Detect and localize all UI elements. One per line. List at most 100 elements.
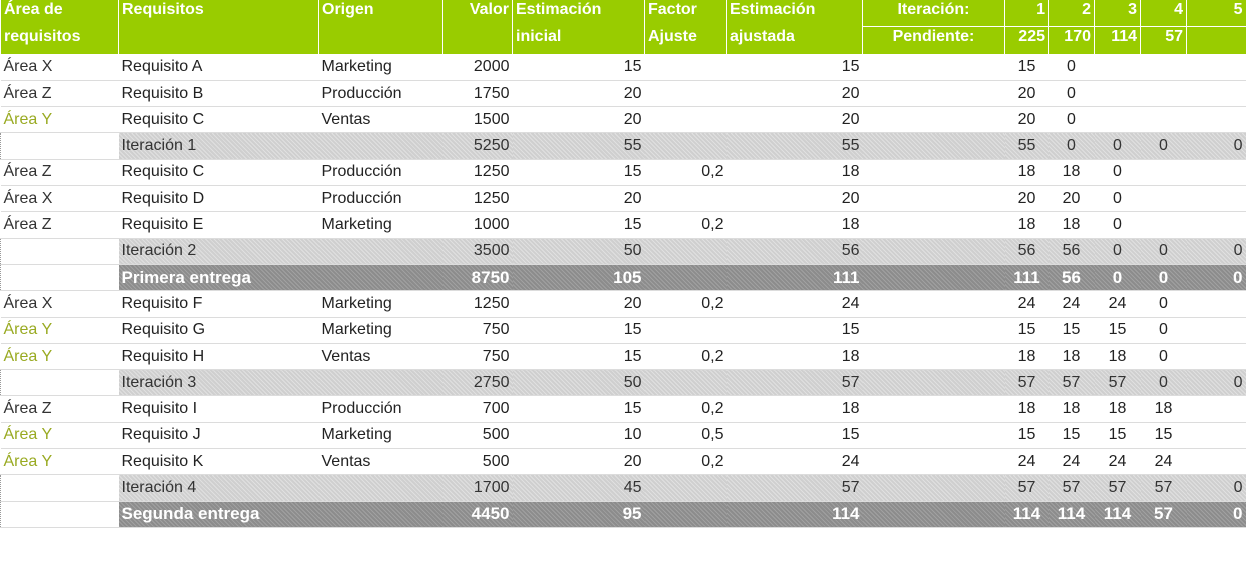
estimacion-inicial-cell[interactable]: 20: [512, 106, 645, 134]
iteration-value-cell[interactable]: 24: [1048, 448, 1095, 476]
iteration-label[interactable]: Iteración 4: [118, 474, 319, 502]
estimacion-inicial-cell[interactable]: 20: [512, 80, 645, 108]
iteration-value-cell[interactable]: [1094, 80, 1141, 108]
summary-valor[interactable]: 3500: [442, 238, 513, 265]
valor-cell[interactable]: 750: [442, 317, 513, 344]
summary-estimacion-ajustada[interactable]: 56: [726, 238, 863, 265]
estimacion-inicial-cell[interactable]: 20: [512, 448, 645, 476]
iteration-value-cell[interactable]: 0: [1094, 185, 1141, 213]
pendiente-value[interactable]: [1186, 26, 1246, 55]
iteration-value-cell[interactable]: 18: [1048, 395, 1095, 423]
area-cell[interactable]: Área Y: [0, 448, 119, 476]
iteration-value-cell[interactable]: 15: [1048, 317, 1095, 344]
requisito-cell[interactable]: Requisito H: [118, 343, 319, 371]
iteration-value-cell[interactable]: 0: [1048, 106, 1095, 134]
summary-iteration-value[interactable]: 114: [1048, 501, 1095, 528]
header-empty[interactable]: [118, 26, 319, 55]
estimacion-inicial-cell[interactable]: 15: [512, 395, 645, 423]
summary-iteration-value[interactable]: 57: [1048, 474, 1095, 502]
requisito-cell[interactable]: Requisito B: [118, 80, 319, 108]
estimacion-ajustada-cell[interactable]: 15: [726, 317, 863, 344]
iteration-value-cell[interactable]: 15: [1094, 422, 1141, 450]
col-estimacion-inicial-header-2[interactable]: inicial: [512, 26, 645, 55]
iteration-value-cell[interactable]: 24: [1048, 290, 1095, 318]
iteration-value-cell[interactable]: 18: [1004, 395, 1049, 423]
iteration-gap-cell[interactable]: [862, 54, 1005, 81]
area-cell[interactable]: Área Z: [0, 159, 119, 187]
col-requisitos-header[interactable]: Requisitos: [118, 0, 319, 27]
summary-estimacion-inicial[interactable]: 45: [512, 474, 645, 502]
estimacion-inicial-cell[interactable]: 15: [512, 343, 645, 371]
summary-iteration-value[interactable]: 0: [1140, 238, 1187, 265]
iteration-value-cell[interactable]: 0: [1140, 343, 1187, 371]
factor-ajuste-cell[interactable]: [644, 106, 727, 134]
estimacion-ajustada-cell[interactable]: 18: [726, 343, 863, 371]
factor-ajuste-cell[interactable]: [644, 80, 727, 108]
iteration-value-cell[interactable]: 0: [1094, 211, 1141, 239]
iteration-value-cell[interactable]: 0: [1140, 317, 1187, 344]
pendiente-label[interactable]: Pendiente:: [862, 26, 1005, 55]
iteration-value-cell[interactable]: [1186, 159, 1246, 187]
summary-blank-cell[interactable]: [0, 501, 119, 528]
iteration-number[interactable]: 4: [1140, 0, 1187, 28]
estimacion-inicial-cell[interactable]: 15: [512, 317, 645, 344]
origen-cell[interactable]: Producción: [318, 159, 443, 187]
estimacion-ajustada-cell[interactable]: 20: [726, 80, 863, 108]
iteration-value-cell[interactable]: 15: [1004, 317, 1049, 344]
factor-ajuste-cell[interactable]: [644, 185, 727, 213]
summary-iteration-value[interactable]: 0: [1186, 474, 1246, 502]
iteration-value-cell[interactable]: 18: [1004, 343, 1049, 371]
iteration-value-cell[interactable]: 18: [1094, 343, 1141, 371]
area-cell[interactable]: Área Y: [0, 317, 119, 344]
summary-empty-cell[interactable]: [644, 369, 727, 397]
estimacion-ajustada-cell[interactable]: 18: [726, 395, 863, 423]
factor-ajuste-cell[interactable]: [644, 54, 727, 81]
requisito-cell[interactable]: Requisito G: [118, 317, 319, 344]
estimacion-ajustada-cell[interactable]: 15: [726, 54, 863, 81]
factor-ajuste-cell[interactable]: 0,2: [644, 448, 727, 476]
factor-ajuste-cell[interactable]: 0,5: [644, 422, 727, 450]
summary-empty-cell[interactable]: [862, 501, 1005, 528]
col-estimacion-ajustada-header[interactable]: Estimación: [726, 0, 863, 27]
valor-cell[interactable]: 500: [442, 422, 513, 450]
iteration-value-cell[interactable]: 15: [1004, 54, 1049, 81]
iteration-gap-cell[interactable]: [862, 343, 1005, 371]
iteration-number[interactable]: 3: [1094, 0, 1141, 28]
summary-estimacion-ajustada[interactable]: 57: [726, 474, 863, 502]
col-factor-header[interactable]: Factor: [644, 0, 727, 27]
summary-estimacion-inicial[interactable]: 50: [512, 238, 645, 265]
summary-iteration-value[interactable]: 0: [1186, 132, 1246, 160]
estimacion-inicial-cell[interactable]: 10: [512, 422, 645, 450]
iteration-gap-cell[interactable]: [862, 395, 1005, 423]
origen-cell[interactable]: Ventas: [318, 448, 443, 476]
iteration-label[interactable]: Iteración 2: [118, 238, 319, 265]
col-area-header[interactable]: Área de: [0, 0, 119, 27]
area-cell[interactable]: Área Z: [0, 80, 119, 108]
valor-cell[interactable]: 700: [442, 395, 513, 423]
iteration-value-cell[interactable]: 18: [1048, 343, 1095, 371]
iteration-value-cell[interactable]: 18: [1094, 395, 1141, 423]
estimacion-ajustada-cell[interactable]: 20: [726, 185, 863, 213]
iteration-value-cell[interactable]: [1186, 395, 1246, 423]
summary-iteration-value[interactable]: 57: [1048, 369, 1095, 397]
summary-empty-cell[interactable]: [318, 238, 443, 265]
iteration-value-cell[interactable]: 18: [1004, 159, 1049, 187]
estimacion-ajustada-cell[interactable]: 18: [726, 159, 863, 187]
origen-cell[interactable]: Ventas: [318, 106, 443, 134]
summary-iteration-value[interactable]: 0: [1140, 264, 1187, 292]
summary-iteration-value[interactable]: 56: [1048, 238, 1095, 265]
iteration-value-cell[interactable]: [1186, 422, 1246, 450]
pendiente-value[interactable]: 57: [1140, 26, 1187, 55]
summary-iteration-value[interactable]: 111: [1004, 264, 1049, 292]
origen-cell[interactable]: Marketing: [318, 290, 443, 318]
iteration-number[interactable]: 2: [1048, 0, 1095, 28]
factor-ajuste-cell[interactable]: 0,2: [644, 290, 727, 318]
valor-cell[interactable]: 1250: [442, 159, 513, 187]
estimacion-inicial-cell[interactable]: 20: [512, 185, 645, 213]
summary-empty-cell[interactable]: [862, 132, 1005, 160]
iteration-value-cell[interactable]: [1140, 185, 1187, 213]
iteration-value-cell[interactable]: [1140, 159, 1187, 187]
col-estimacion-ajustada-header-2[interactable]: ajustada: [726, 26, 863, 55]
iteration-gap-cell[interactable]: [862, 317, 1005, 344]
summary-iteration-value[interactable]: 57: [1004, 369, 1049, 397]
